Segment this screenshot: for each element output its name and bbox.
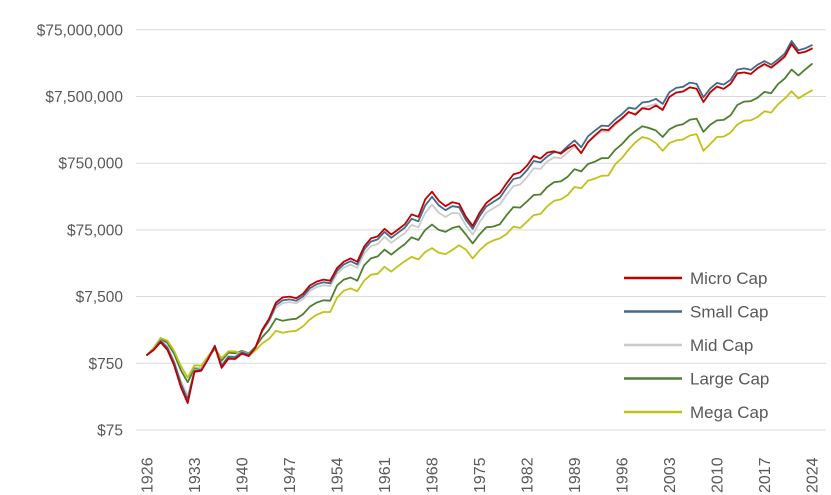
y-axis-tick-label: $75,000 xyxy=(67,222,123,239)
legend-label-mega-cap: Mega Cap xyxy=(690,403,768,422)
x-axis-tick-label: 2024 xyxy=(804,457,821,493)
x-axis-tick-label: 1989 xyxy=(567,457,584,493)
x-axis-tick-label: 1982 xyxy=(519,457,536,493)
x-axis-tick-label: 1975 xyxy=(472,457,489,493)
x-axis-tick-label: 2003 xyxy=(662,457,679,493)
x-axis-tick-label: 2010 xyxy=(709,457,726,493)
x-axis-labels: 1926 1933 1940 1947 1954 1961 1968 1975 1982 1989… xyxy=(140,457,822,493)
legend-item-small-cap: Small Cap xyxy=(624,303,768,322)
series-line-mega-cap xyxy=(146,89,813,379)
y-axis-labels: $75,000,000 $7,500,000 $750,000 $75,000 $7,5… xyxy=(37,22,124,439)
x-axis-tick-label: 1954 xyxy=(329,457,346,493)
y-axis-tick-label: $750 xyxy=(89,356,124,373)
legend-item-mid-cap: Mid Cap xyxy=(624,336,753,355)
gridlines xyxy=(136,29,826,431)
y-axis-tick-label: $75 xyxy=(97,423,123,440)
legend-item-large-cap: Large Cap xyxy=(624,370,769,389)
legend-label-large-cap: Large Cap xyxy=(690,370,769,389)
x-axis-tick-label: 1940 xyxy=(234,457,251,493)
x-axis-tick-label: 2017 xyxy=(757,457,774,493)
legend-label-small-cap: Small Cap xyxy=(690,303,768,322)
x-axis-tick-label: 1933 xyxy=(187,457,204,493)
legend-label-micro-cap: Micro Cap xyxy=(690,269,767,288)
legend-item-micro-cap: Micro Cap xyxy=(624,269,767,288)
y-axis-tick-label: $75,000,000 xyxy=(37,22,124,39)
y-axis-tick-label: $750,000 xyxy=(58,156,123,173)
legend-label-mid-cap: Mid Cap xyxy=(690,336,753,355)
legend-item-mega-cap: Mega Cap xyxy=(624,403,768,422)
x-axis-tick-label: 1996 xyxy=(614,457,631,493)
series-lines xyxy=(146,40,813,405)
chart-legend: Micro Cap Small Cap Mid Cap Large Cap Me… xyxy=(624,269,769,422)
x-axis-tick-label: 1961 xyxy=(377,457,394,493)
x-axis-tick-label: 1947 xyxy=(282,457,299,493)
x-axis-tick-label: 1968 xyxy=(424,457,441,493)
series-line-micro-cap xyxy=(146,43,813,405)
y-axis-tick-label: $7,500 xyxy=(76,289,124,306)
x-axis-tick-label: 1926 xyxy=(140,457,157,493)
y-axis-tick-label: $7,500,000 xyxy=(45,89,123,106)
